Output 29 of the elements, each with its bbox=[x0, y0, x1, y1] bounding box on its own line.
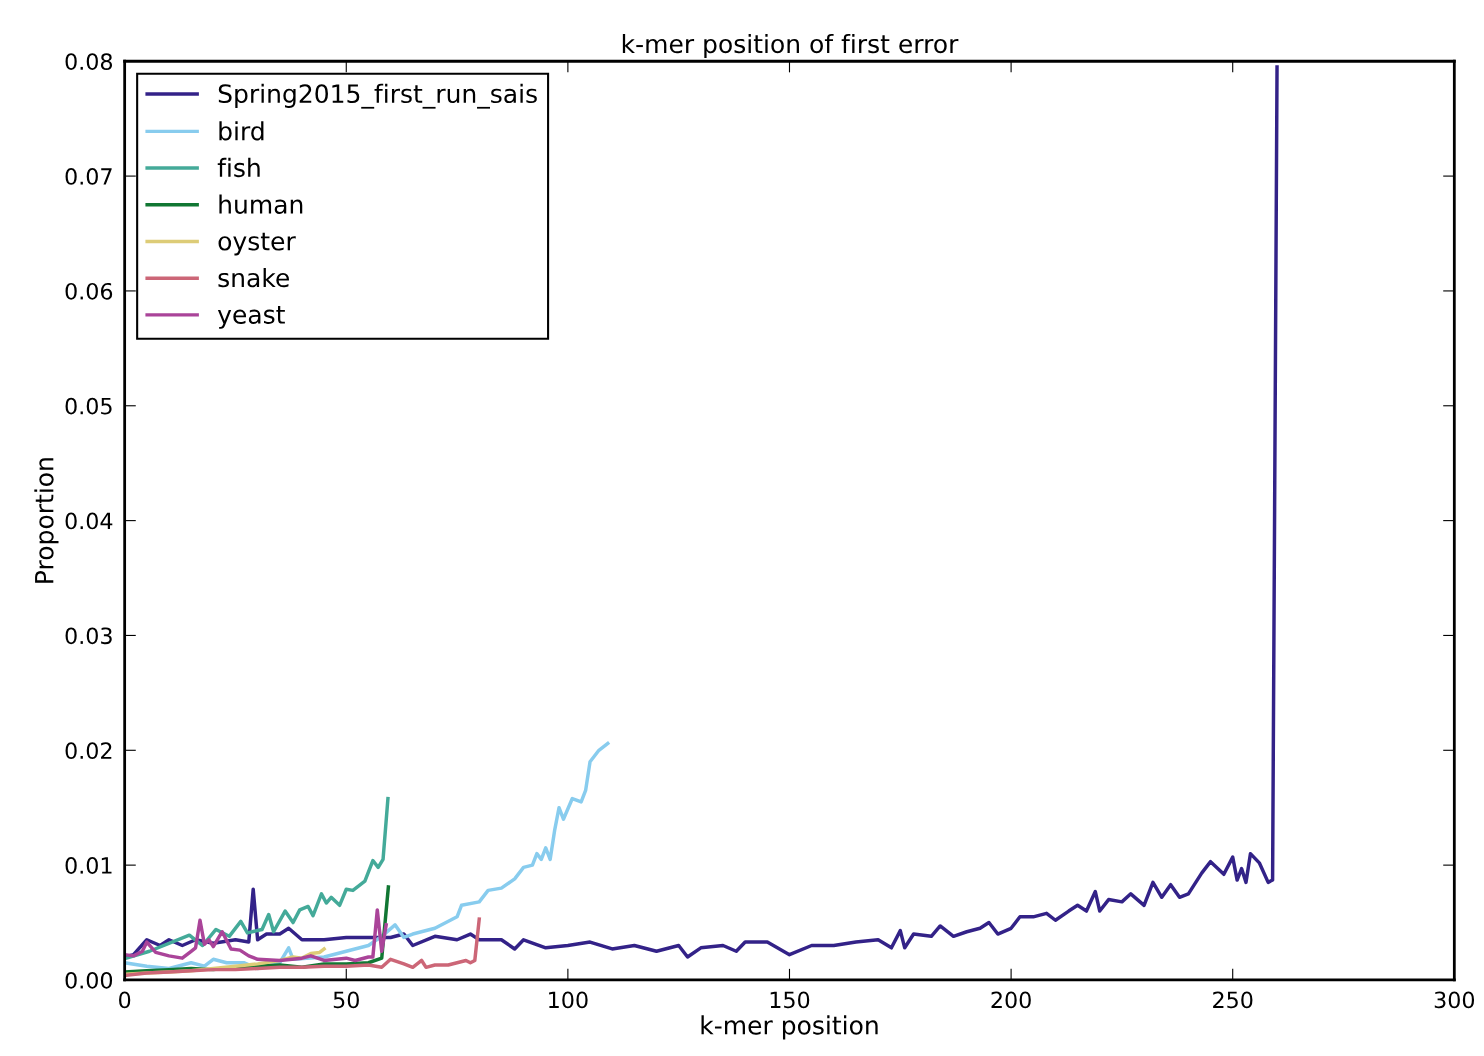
legend-label: human bbox=[219, 194, 303, 214]
line-series bbox=[124, 908, 388, 963]
legend-label: yeast bbox=[217, 306, 285, 329]
legend-label: snake bbox=[218, 267, 289, 288]
y-tick-label: 0.07 bbox=[65, 168, 112, 185]
legend-label: Spring2015_first_run_sais bbox=[218, 83, 537, 109]
x-tick-label: 100 bbox=[549, 991, 588, 1009]
x-tick-label: 200 bbox=[991, 991, 1031, 1009]
legend-label: fish bbox=[217, 157, 260, 178]
y-tick-label: 0.05 bbox=[65, 397, 112, 415]
x-tick-label: 300 bbox=[1434, 991, 1475, 1009]
legend-label: oyster bbox=[218, 232, 296, 256]
y-tick-label: 0.02 bbox=[65, 742, 112, 760]
chart-title: k-mer position of first error bbox=[622, 33, 959, 59]
legend-label: bird bbox=[219, 121, 264, 141]
y-tick-label: 0.06 bbox=[65, 282, 113, 300]
y-tick-label: 0.01 bbox=[65, 857, 112, 874]
y-tick-label: 0.04 bbox=[65, 512, 113, 530]
x-tick-label: 250 bbox=[1213, 991, 1253, 1009]
y-tick-label: 0.08 bbox=[65, 53, 113, 71]
y-tick-label: 0.00 bbox=[65, 971, 113, 989]
y-tick-label: 0.03 bbox=[65, 627, 112, 645]
x-tick-label: 0 bbox=[119, 991, 131, 1009]
line-series bbox=[124, 917, 481, 978]
y-axis-title: Proportion bbox=[34, 458, 59, 583]
x-tick-label: 50 bbox=[333, 991, 359, 1009]
line-series bbox=[124, 796, 390, 960]
x-tick-label: 150 bbox=[770, 991, 810, 1009]
x-axis-title: k-mer position bbox=[701, 1015, 878, 1040]
